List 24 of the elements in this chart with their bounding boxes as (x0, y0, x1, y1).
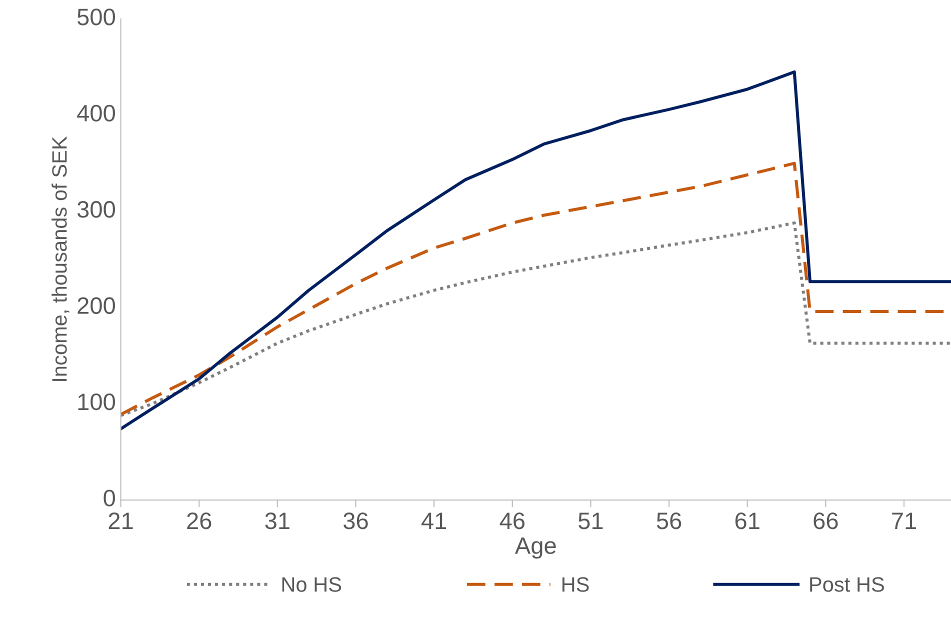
x-tick-label: 21 (108, 512, 133, 529)
x-axis-title: Age (514, 538, 556, 559)
y-tick-label: 400 (77, 104, 115, 122)
x-tick-label: 41 (421, 512, 446, 529)
x-tick-label: 56 (656, 512, 682, 530)
y-tick-label: 100 (78, 393, 115, 410)
y-tick-label: 300 (77, 201, 115, 218)
y-tick-label: 200 (78, 297, 115, 314)
x-tick-label: 36 (344, 512, 368, 530)
legend-label: Post HS (810, 577, 884, 592)
line-series (120, 221, 951, 417)
x-tick-label: 71 (892, 512, 916, 529)
x-tick-label: 51 (578, 512, 603, 530)
x-tick-label: 31 (265, 512, 290, 530)
y-axis-title: Income, thousands of SEK (52, 136, 70, 381)
legend-label: HS (562, 577, 589, 592)
x-tick-label: 46 (500, 512, 524, 530)
x-tick-label: 61 (735, 512, 760, 530)
y-tick-label: 0 (104, 490, 115, 506)
x-tick-label: 66 (814, 512, 838, 530)
y-tick-label: 500 (77, 8, 115, 26)
legend-label: No HS (282, 577, 342, 592)
line-series (120, 70, 951, 430)
x-tick-label: 26 (187, 512, 212, 530)
